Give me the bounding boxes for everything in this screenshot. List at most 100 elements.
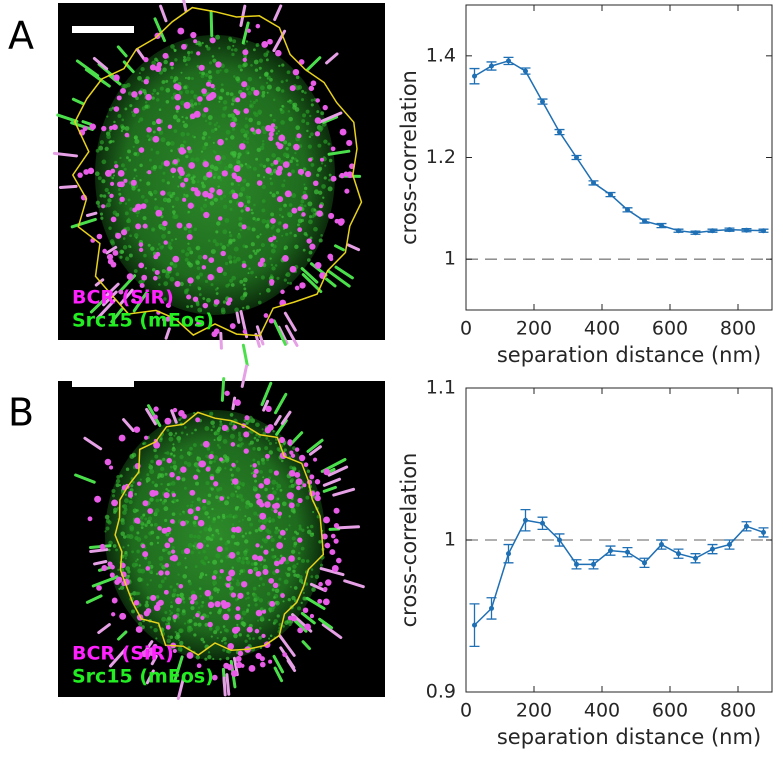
- green-speck: [195, 481, 199, 486]
- magenta-dot: [206, 171, 213, 178]
- magenta-dot: [96, 585, 102, 591]
- green-speck: [170, 149, 173, 153]
- green-speck: [308, 135, 312, 139]
- green-speck: [304, 582, 309, 586]
- magenta-dot: [228, 552, 236, 559]
- green-speck: [270, 212, 275, 217]
- magenta-dot: [77, 172, 83, 178]
- green-speck: [266, 91, 269, 94]
- green-speck: [193, 542, 198, 546]
- filopodium: [92, 57, 109, 71]
- magenta-dot: [297, 627, 304, 634]
- magenta-dot: [182, 197, 187, 202]
- data-point: [659, 542, 664, 548]
- green-speck: [236, 557, 241, 563]
- green-speck: [161, 616, 167, 622]
- green-speck: [127, 91, 132, 96]
- green-speck: [260, 563, 263, 566]
- green-speck: [310, 103, 314, 107]
- filopodium: [93, 560, 108, 566]
- green-speck: [144, 104, 149, 109]
- green-speck: [270, 518, 276, 523]
- magenta-dot: [152, 643, 158, 649]
- green-speck: [213, 587, 218, 592]
- filopodium: [102, 282, 120, 299]
- green-speck: [151, 268, 156, 272]
- green-speck: [172, 195, 175, 198]
- green-speck: [265, 157, 270, 162]
- green-speck: [268, 469, 273, 474]
- data-line: [473, 519, 764, 626]
- green-speck: [230, 492, 235, 498]
- magenta-dot: [287, 615, 293, 621]
- magenta-dot: [114, 579, 120, 585]
- green-speck: [271, 153, 276, 158]
- magenta-dot: [82, 126, 88, 132]
- magenta-dot: [116, 95, 122, 101]
- green-speck: [248, 637, 252, 640]
- green-speck: [204, 657, 208, 661]
- magenta-dot: [190, 31, 197, 39]
- green-speck: [151, 92, 154, 95]
- green-speck: [165, 532, 170, 537]
- green-speck: [220, 559, 224, 563]
- green-speck: [222, 300, 227, 304]
- magenta-dot: [268, 131, 274, 137]
- green-speck: [188, 581, 192, 586]
- green-speck: [250, 472, 253, 475]
- magenta-dot: [320, 157, 325, 162]
- magenta-dot: [133, 426, 141, 433]
- magenta-dot: [149, 64, 157, 71]
- green-speck: [292, 569, 296, 573]
- green-speck: [171, 500, 174, 503]
- magenta-dot: [207, 621, 213, 628]
- green-speck: [287, 566, 292, 571]
- green-speck: [297, 556, 301, 561]
- green-speck: [234, 490, 238, 493]
- green-speck: [216, 591, 219, 594]
- green-speck: [277, 130, 280, 133]
- green-speck: [287, 100, 290, 103]
- green-speck: [204, 198, 207, 201]
- magenta-dot: [267, 493, 275, 501]
- green-speck: [164, 472, 168, 476]
- green-speck: [104, 204, 108, 208]
- green-speck: [242, 277, 248, 283]
- green-speck: [165, 99, 170, 104]
- green-speck: [129, 234, 133, 238]
- magenta-dot: [276, 542, 284, 549]
- green-speck: [155, 98, 160, 102]
- filopodium: [240, 364, 248, 388]
- green-speck: [259, 233, 262, 236]
- magenta-dot: [291, 615, 297, 622]
- green-speck: [187, 542, 193, 548]
- green-speck: [257, 518, 262, 523]
- green-speck: [316, 515, 320, 519]
- magenta-dot: [156, 126, 162, 132]
- data-point: [625, 549, 630, 555]
- magenta-dot: [214, 601, 221, 608]
- green-speck: [143, 253, 147, 258]
- green-speck: [192, 507, 197, 512]
- green-speck: [276, 447, 281, 452]
- green-speck: [305, 559, 310, 563]
- green-speck: [170, 66, 174, 70]
- green-speck: [212, 141, 215, 144]
- green-speck: [172, 443, 175, 446]
- magenta-dot: [280, 556, 287, 562]
- green-speck: [298, 578, 303, 583]
- green-speck: [233, 633, 238, 639]
- green-speck: [302, 596, 307, 601]
- green-speck: [295, 159, 299, 163]
- magenta-dot: [288, 470, 296, 477]
- filopodium: [305, 56, 322, 72]
- green-speck: [140, 66, 145, 72]
- magenta-dot: [209, 476, 215, 481]
- green-speck: [171, 191, 176, 196]
- green-speck: [177, 561, 182, 566]
- magenta-dot: [176, 222, 183, 229]
- green-speck: [156, 541, 160, 544]
- green-speck: [183, 226, 188, 231]
- green-speck: [270, 226, 274, 230]
- green-speck: [232, 44, 235, 47]
